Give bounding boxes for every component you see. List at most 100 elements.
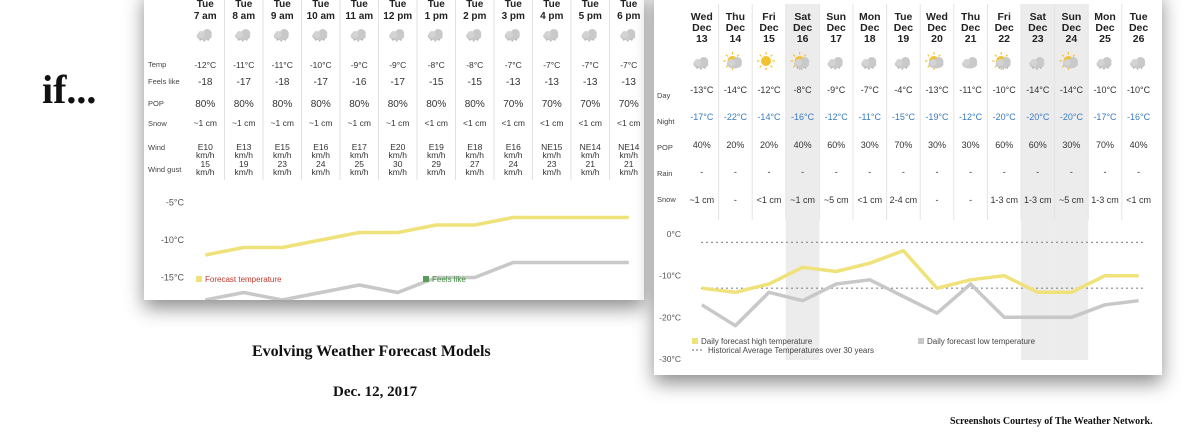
snowflake: * — [238, 39, 240, 45]
hour-wind-unit: km/h — [427, 150, 446, 160]
snowflake: * — [280, 40, 282, 46]
hour-pop: 70% — [503, 99, 523, 110]
day-date-label: 17 — [830, 33, 842, 45]
cloud-part — [732, 57, 742, 66]
sun-ray — [770, 65, 773, 68]
snowflake: * — [438, 39, 440, 45]
hour-feels-like: -18 — [198, 77, 213, 88]
day-rain: - — [1036, 167, 1039, 177]
day-of-week-label: Sun — [826, 11, 846, 23]
hour-feels-like: -17 — [314, 77, 329, 88]
day-high-temp: -10°C — [1093, 85, 1117, 95]
hour-day-label: Tue — [274, 0, 291, 10]
cloud-shape — [504, 29, 520, 41]
day-high-temp: -10°C — [1127, 85, 1151, 95]
cloud-part — [996, 59, 1004, 66]
snowflake: * — [704, 67, 706, 73]
hour-wind-unit: km/h — [543, 150, 562, 160]
hour-temp: -8°C — [466, 60, 483, 70]
sun-icon — [757, 52, 775, 70]
day-date-label: 16 — [797, 33, 809, 45]
intro-text: if... — [42, 67, 97, 112]
cloud-shape — [350, 29, 366, 41]
day-date-label: 22 — [998, 33, 1010, 45]
hour-snow: ~1 cm — [232, 118, 255, 128]
legend-swatch-feels-like — [423, 276, 429, 282]
snowflake: * — [998, 67, 1000, 73]
hour-gust: 24 — [509, 159, 519, 169]
cloud-part — [1030, 59, 1038, 66]
cloud-part — [727, 59, 735, 66]
day-rain: - — [1070, 167, 1073, 177]
hour-wind: E13 — [236, 142, 251, 152]
cloud-part — [1136, 57, 1146, 66]
hour-snow: <1 cm — [579, 118, 602, 128]
hour-temp: -10°C — [310, 60, 332, 70]
day-month-label: Dec — [961, 22, 980, 34]
cloud-part — [202, 29, 212, 38]
cloud-shape — [1062, 57, 1078, 69]
snowflake: * — [434, 40, 436, 46]
hour-pop: 70% — [580, 99, 600, 110]
sun-cloud-icon — [1059, 52, 1078, 70]
hour-gust-unit: km/h — [235, 167, 254, 177]
sun-ray — [803, 54, 807, 57]
cloud-part — [968, 57, 978, 66]
day-snow: 2-4 cm — [890, 195, 918, 205]
sun-ray — [994, 54, 998, 57]
hour-wind-unit: km/h — [273, 150, 292, 160]
sun-ray — [759, 65, 762, 68]
night-low-temp: -12°C — [959, 112, 983, 122]
cloud-part — [197, 31, 205, 38]
row-label-snow: Snow — [657, 195, 676, 204]
snowflake: * — [838, 67, 840, 73]
row-label-day: Day — [657, 91, 671, 100]
hour-pop: 80% — [426, 99, 446, 110]
snowflake: * — [627, 40, 629, 46]
legend-forecast-temperature: Forecast temperature — [205, 275, 282, 284]
cloud-shape — [794, 57, 810, 69]
sun-ray — [725, 65, 729, 68]
cloud-part — [428, 31, 436, 38]
day-snow: ~5 cm — [1059, 195, 1084, 205]
cloud-part — [929, 59, 937, 66]
sun-ray — [1061, 65, 1065, 68]
day-rain: - — [936, 167, 939, 177]
day-date-label: 24 — [1066, 33, 1078, 45]
hour-wind: E19 — [429, 142, 444, 152]
day-of-week-label: Thu — [726, 11, 745, 23]
day-date-label: 18 — [864, 33, 876, 45]
day-snow: 1-3 cm — [990, 195, 1018, 205]
day-high-temp: -7°C — [861, 85, 880, 95]
cloud-part — [505, 31, 513, 38]
cloud-part — [274, 31, 282, 38]
hour-gust-unit: km/h — [389, 167, 408, 177]
day-rain: - — [902, 167, 905, 177]
cloud-shape — [928, 57, 944, 69]
cloud-part — [626, 29, 636, 38]
cloud-part — [318, 29, 328, 38]
hour-pop: 80% — [311, 99, 331, 110]
series-line-feels-like — [204, 260, 629, 300]
hour-time-label: 12 pm — [383, 11, 412, 22]
y-tick-label: -10°C — [659, 271, 681, 281]
day-of-week-label: Fri — [997, 11, 1011, 23]
hourly-forecast-panel: Temp Feels like POP Snow Wind Wind gust Tue 7 a… — [144, 0, 644, 300]
sun-ray — [736, 54, 740, 57]
y-tick-label: -15°C — [161, 273, 185, 283]
hour-gust: 21 — [586, 159, 596, 169]
snow-cloud-icon: * * * — [312, 29, 328, 46]
cloud-part — [862, 59, 870, 66]
snowflake: * — [584, 39, 586, 45]
day-of-week-label: Fri — [762, 11, 776, 23]
hour-day-label: Tue — [505, 0, 522, 10]
sun-ray — [792, 54, 796, 57]
sun-ray — [994, 65, 998, 68]
day-month-label: Dec — [1095, 22, 1114, 34]
hour-time-label: 7 am — [194, 11, 217, 22]
snowflake: * — [1002, 68, 1004, 74]
snowflake: * — [242, 40, 244, 46]
hour-gust-unit: km/h — [196, 167, 215, 177]
day-date-label: 20 — [931, 33, 943, 45]
snow-cloud-icon: * * * — [1130, 57, 1146, 74]
